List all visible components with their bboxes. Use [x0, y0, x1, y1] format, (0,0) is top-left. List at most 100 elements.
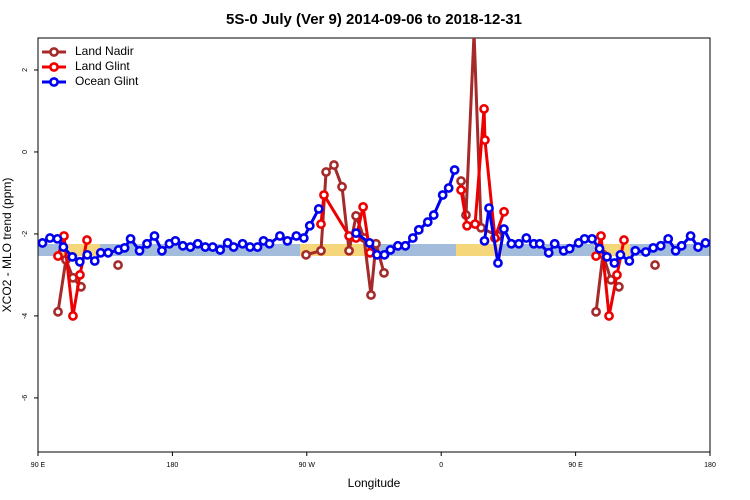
plot-frame — [37, 37, 711, 453]
data-point — [53, 306, 63, 317]
data-point — [602, 251, 612, 262]
data-point — [329, 160, 339, 170]
data-point — [594, 243, 605, 254]
data-point — [291, 231, 302, 241]
data-point — [200, 242, 211, 252]
data-point — [428, 210, 439, 220]
data-point — [351, 210, 361, 221]
data-point — [499, 206, 509, 217]
data-point — [513, 238, 524, 249]
data-point — [700, 238, 710, 248]
data-point — [119, 242, 130, 253]
x-axis-label: Longitude — [348, 476, 401, 490]
data-point — [470, 29, 477, 36]
data-point — [604, 311, 614, 321]
data-point — [67, 251, 78, 262]
data-point — [591, 306, 601, 317]
data-point — [364, 238, 375, 248]
plot-area — [38, 29, 710, 321]
legend-marker — [49, 77, 59, 87]
data-point — [655, 240, 666, 251]
data-point — [456, 176, 466, 186]
data-point — [53, 251, 63, 261]
data-point — [316, 245, 326, 256]
data-point — [134, 245, 145, 256]
data-point — [609, 258, 620, 268]
data-point — [38, 238, 48, 248]
data-point — [245, 242, 255, 252]
x-tick-label: 0 — [439, 462, 443, 469]
data-point — [685, 231, 696, 241]
data-point — [484, 203, 494, 214]
data-point — [648, 242, 659, 253]
data-point — [499, 224, 509, 234]
data-point — [344, 245, 354, 256]
data-point — [596, 231, 606, 241]
series-line — [58, 33, 655, 312]
data-point — [400, 240, 411, 251]
data-point — [95, 247, 106, 258]
data-point — [170, 236, 181, 246]
data-point — [192, 238, 203, 249]
data-point — [624, 256, 635, 266]
data-point — [534, 238, 545, 249]
x-tick-label: 180 — [704, 462, 716, 469]
data-point — [640, 247, 651, 257]
land-strip — [456, 244, 502, 256]
data-point — [422, 217, 433, 227]
y-axis-label: XCO2 - MLO trend (ppm) — [0, 178, 14, 313]
data-point — [663, 233, 674, 244]
data-point — [298, 233, 309, 243]
data-point — [313, 204, 324, 214]
legend-marker — [49, 62, 59, 72]
legend-label: Land Nadir — [75, 44, 134, 58]
data-point — [82, 235, 92, 245]
data-point — [142, 238, 152, 249]
data-point — [521, 233, 532, 243]
data-point — [177, 240, 188, 251]
data-point — [316, 219, 326, 229]
data-point — [207, 242, 218, 252]
data-point — [149, 231, 160, 241]
data-point — [543, 247, 554, 258]
data-point — [462, 220, 472, 231]
data-point — [275, 231, 285, 241]
legend-marker — [49, 47, 59, 57]
y-tick-label: 2 — [22, 68, 29, 72]
data-point — [319, 190, 329, 200]
data-point — [52, 233, 63, 244]
data-point — [591, 251, 601, 261]
y-tick-label: 0 — [22, 150, 29, 154]
data-point — [337, 181, 347, 192]
data-point — [630, 245, 641, 256]
data-point — [385, 245, 396, 255]
y-tick-label: -2 — [22, 231, 29, 237]
data-point — [45, 233, 55, 243]
data-point — [75, 270, 85, 280]
data-point — [237, 238, 248, 249]
data-point — [358, 201, 368, 212]
x-tick-label: 90 E — [31, 462, 46, 469]
y-tick-label: -4 — [22, 313, 29, 319]
data-point — [264, 238, 275, 249]
data-point — [379, 267, 389, 278]
data-point — [480, 135, 490, 145]
y-tick-label: -6 — [22, 395, 29, 401]
chart-title: 5S-0 July (Ver 9) 2014-09-06 to 2018-12-… — [226, 11, 522, 28]
data-point — [615, 249, 626, 260]
data-point — [157, 245, 167, 256]
data-point — [372, 249, 382, 260]
data-point — [549, 238, 560, 249]
data-point — [228, 242, 239, 252]
data-point — [304, 220, 315, 231]
data-point — [215, 245, 226, 255]
data-point — [612, 270, 622, 280]
data-point — [670, 245, 681, 256]
data-point — [366, 290, 376, 300]
data-point — [113, 260, 123, 270]
data-point — [103, 247, 114, 258]
data-point — [351, 228, 361, 239]
data-point — [89, 256, 100, 266]
